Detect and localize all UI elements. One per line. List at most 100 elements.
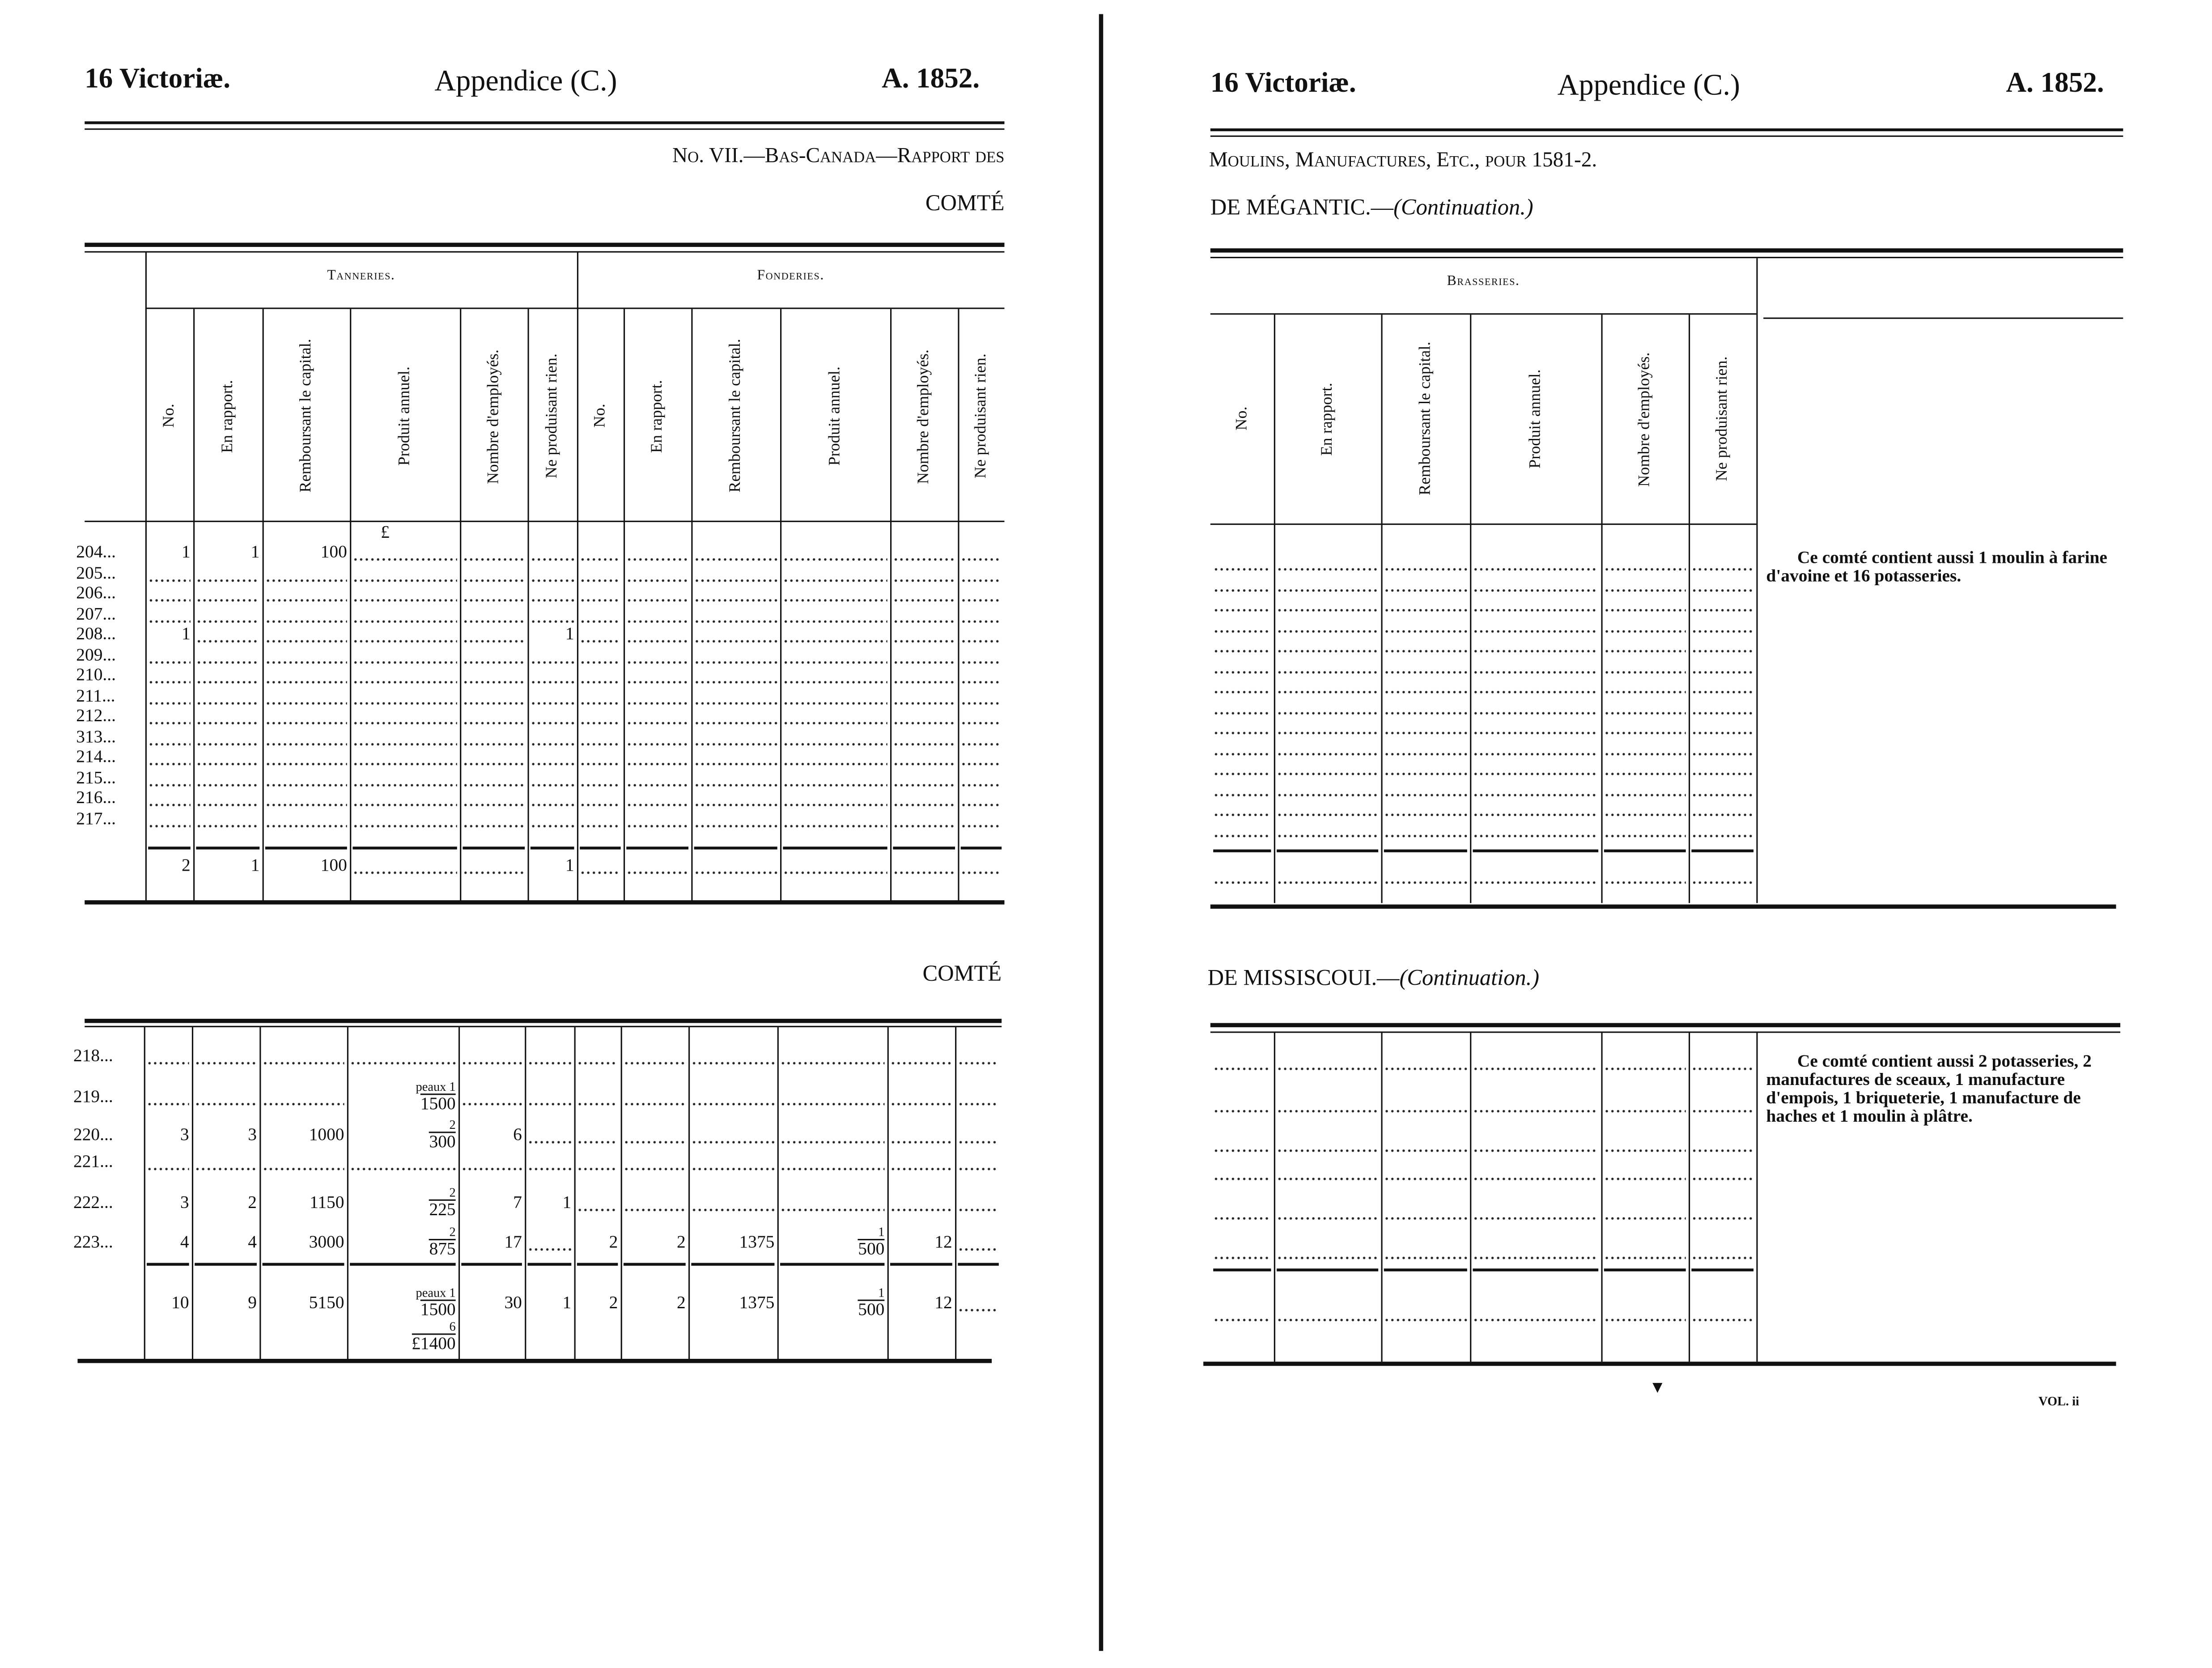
table-cell: 1375 [739, 1232, 775, 1252]
total-rule [527, 1263, 572, 1266]
dot-leader [1691, 772, 1754, 776]
row-label: 206... [76, 583, 116, 603]
total-rule [691, 1263, 775, 1266]
dot-leader [580, 680, 621, 685]
dot-leader [960, 721, 1002, 726]
dot-leader [1213, 628, 1271, 633]
column-divider [620, 1027, 622, 1359]
dot-leader [580, 741, 621, 746]
dot-leader [960, 700, 1002, 705]
column-divider [1274, 1033, 1275, 1362]
row-label: 209... [76, 644, 116, 664]
column-divider [460, 309, 462, 903]
total-rule [350, 1263, 456, 1266]
total-rule [1213, 849, 1271, 852]
megantic-note: Ce comté contient aussi 1 moulin à farin… [1766, 547, 2107, 586]
table-cell: 3 [248, 1124, 257, 1145]
dot-leader [783, 762, 887, 766]
dot-leader [626, 721, 689, 726]
dot-leader [960, 762, 1002, 766]
total-rule [530, 847, 574, 850]
table-top-rule [1210, 1031, 2121, 1033]
dot-leader [1277, 1109, 1379, 1114]
dot-leader [1213, 1216, 1271, 1221]
header-rule [85, 121, 1005, 124]
header-bottom-rule [1210, 523, 1757, 525]
dot-leader [148, 803, 191, 807]
column-header: Nombre d'employés. [915, 349, 933, 484]
dot-leader [780, 1102, 885, 1106]
dot-leader [1213, 772, 1271, 776]
column-divider [191, 1027, 194, 1359]
dot-leader [265, 660, 347, 664]
dot-leader [960, 741, 1002, 746]
dot-leader [890, 1167, 952, 1171]
dot-leader [623, 1167, 686, 1171]
column-divider [780, 309, 782, 903]
dot-leader [352, 660, 457, 664]
heading-italic: (Continuation.) [1399, 966, 1540, 991]
dot-leader [1604, 628, 1686, 633]
numerator: peaux 1 [416, 1285, 456, 1300]
header-rule [85, 128, 1005, 130]
gutter-line [1099, 14, 1104, 1651]
dot-leader [1604, 772, 1686, 776]
dot-leader [1473, 1177, 1599, 1181]
column-divider [525, 1027, 526, 1359]
total-rule [623, 1263, 686, 1266]
dot-leader [960, 803, 1002, 807]
dot-leader [148, 598, 191, 603]
dot-leader [691, 1167, 775, 1171]
column-divider [1688, 1033, 1690, 1362]
total-rule [195, 1263, 257, 1266]
dot-leader [463, 639, 525, 644]
dot-leader [463, 660, 525, 664]
dot-leader [626, 557, 689, 562]
column-divider [955, 1027, 957, 1359]
dot-leader [1473, 649, 1599, 654]
numerator: 2 [449, 1225, 456, 1239]
dot-leader [1691, 833, 1754, 838]
column-header: Ne produisant rien. [543, 353, 561, 479]
column-header: Remboursant le capital. [297, 339, 315, 494]
dot-leader [530, 741, 574, 746]
total-rule [890, 1263, 952, 1266]
row-label: 214... [76, 746, 116, 766]
denominator: 1500 [420, 1094, 456, 1114]
column-divider [1601, 315, 1603, 903]
table-cell: 100 [320, 542, 347, 562]
numerator: 2 [449, 1185, 456, 1200]
dot-leader [1604, 1149, 1686, 1153]
dot-leader [1604, 813, 1686, 817]
dot-leader [265, 700, 347, 705]
dot-leader [626, 598, 689, 603]
dot-leader [461, 1061, 522, 1066]
column-header: En rapport. [219, 379, 237, 453]
dot-leader [1213, 690, 1271, 694]
dot-leader [580, 803, 621, 807]
dot-leader [1473, 1067, 1599, 1071]
megantic-heading: DE MÉGANTIC.—(Continuation.) [1210, 196, 1533, 221]
column-divider [887, 1027, 889, 1359]
total-rule [461, 1263, 522, 1266]
column-header: En rapport. [1319, 383, 1336, 456]
column-divider [193, 309, 195, 903]
dot-leader [580, 639, 621, 644]
left-title: Appendice (C.) [434, 63, 617, 98]
dot-leader [780, 1061, 885, 1066]
table-cell: 1000 [309, 1124, 344, 1145]
dot-leader [196, 598, 260, 603]
dot-leader [783, 618, 887, 623]
dot-leader [1691, 608, 1754, 613]
dot-leader [626, 680, 689, 685]
dot-leader [148, 741, 191, 746]
dot-leader [1213, 649, 1271, 654]
dot-leader [1213, 751, 1271, 756]
dot-leader [577, 1208, 618, 1213]
total-rule [1604, 849, 1686, 852]
dot-leader [691, 1061, 775, 1066]
dot-leader [1277, 608, 1379, 613]
dot-leader [196, 782, 260, 787]
table-bottom-rule [1210, 904, 2116, 909]
row-label: 223... [73, 1232, 113, 1252]
